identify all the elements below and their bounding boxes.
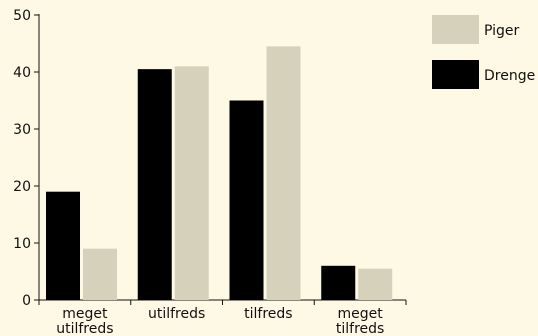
y-tick-label: 0 [22, 293, 31, 309]
legend-label-drenge: Drenge [484, 68, 535, 84]
bar-piger [174, 66, 209, 300]
bar-piger [266, 46, 301, 300]
legend-swatch-piger [432, 15, 479, 44]
x-tick-label: meget [338, 306, 384, 322]
bar-piger [83, 248, 117, 300]
legend-label-piger: Piger [484, 23, 520, 39]
x-tick-label: tilfreds [244, 306, 292, 322]
x-tick-label: tilfreds [336, 321, 384, 336]
bar-piger [358, 268, 393, 300]
legend-swatch-drenge [432, 60, 479, 89]
bar-drenge [229, 100, 264, 300]
bar-drenge [46, 191, 80, 300]
y-tick-label: 20 [13, 179, 31, 195]
y-tick-label: 30 [13, 122, 31, 138]
y-tick-label: 50 [13, 8, 31, 24]
x-tick-label: utilfreds [148, 306, 205, 322]
x-tick-label: utilfreds [56, 321, 113, 336]
y-tick-label: 10 [13, 236, 31, 252]
y-tick-label: 40 [13, 65, 31, 81]
bar-drenge [137, 69, 172, 301]
x-tick-label: meget [62, 306, 108, 322]
bar-drenge [321, 265, 356, 300]
